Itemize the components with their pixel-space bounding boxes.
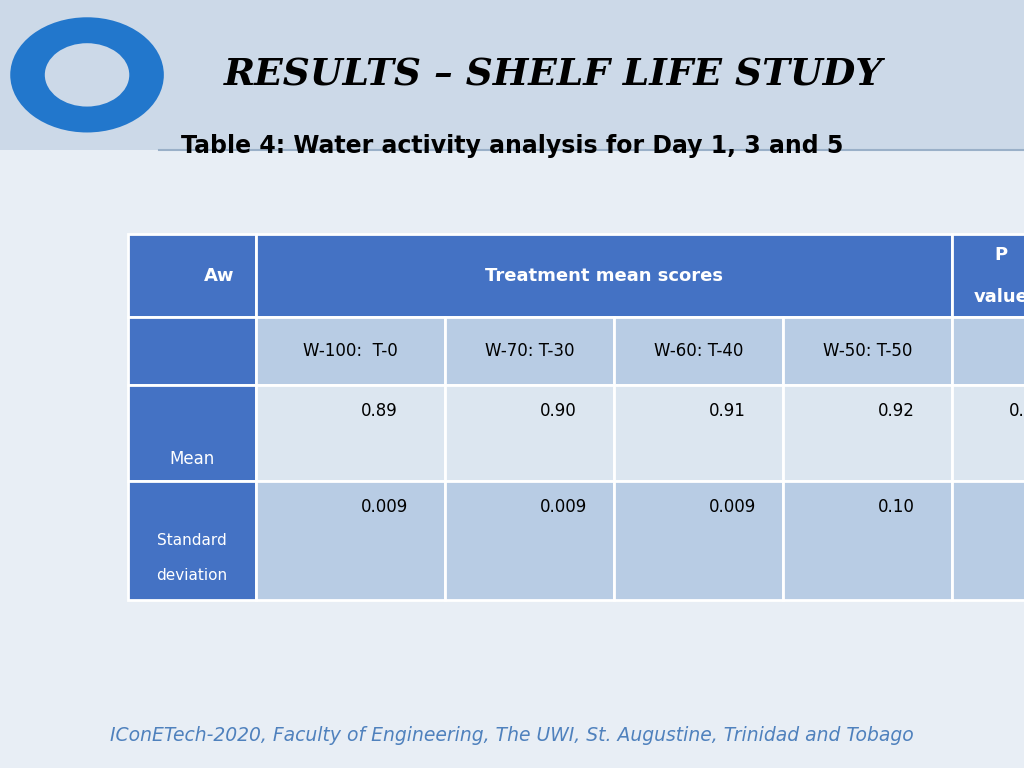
Bar [952, 385, 1024, 481]
Bar [783, 385, 952, 481]
Text: IConETech-2020, Faculty of Engineering, The UWI, St. Augustine, Trinidad and Tob: IConETech-2020, Faculty of Engineering, … [111, 727, 913, 745]
Bar [614, 385, 783, 481]
Text: RESULTS – SHELF LIFE STUDY: RESULTS – SHELF LIFE STUDY [223, 56, 883, 94]
Text: Table 4: Water activity analysis for Day 1, 3 and 5: Table 4: Water activity analysis for Day… [181, 134, 843, 158]
Text: W-60: T-40: W-60: T-40 [654, 342, 743, 360]
Circle shape [45, 43, 129, 107]
Bar [256, 234, 952, 317]
Bar [0, 0, 1024, 150]
Text: 0.90: 0.90 [541, 402, 577, 419]
Bar [128, 481, 256, 600]
Text: W-100:  T-0: W-100: T-0 [303, 342, 398, 360]
Bar [256, 317, 445, 385]
Text: Aw: Aw [205, 266, 234, 285]
Text: 0.10: 0.10 [879, 498, 915, 515]
Bar [614, 481, 783, 600]
Text: 0.009: 0.009 [541, 498, 588, 515]
Bar [0, 150, 1024, 768]
Text: Mean: Mean [169, 451, 215, 468]
Text: 0.009: 0.009 [709, 498, 757, 515]
Circle shape [10, 17, 164, 133]
Text: P

value: P value [974, 246, 1024, 306]
Bar [614, 317, 783, 385]
Bar [256, 385, 445, 481]
Bar [952, 234, 1024, 317]
Bar [128, 234, 256, 317]
Text: 0.92: 0.92 [879, 402, 915, 419]
Text: Standard

deviation: Standard deviation [157, 533, 227, 583]
Bar [128, 385, 256, 481]
Text: 0.000: 0.000 [1010, 402, 1024, 419]
Bar [783, 481, 952, 600]
Text: W-50: T-50: W-50: T-50 [823, 342, 912, 360]
Text: 0.91: 0.91 [709, 402, 746, 419]
Text: 0.009: 0.009 [361, 498, 409, 515]
Bar [445, 317, 614, 385]
Bar [783, 317, 952, 385]
Bar [445, 481, 614, 600]
Text: W-70: T-30: W-70: T-30 [485, 342, 574, 360]
Bar [952, 481, 1024, 600]
Bar [445, 385, 614, 481]
Bar [128, 317, 256, 385]
Bar [952, 317, 1024, 385]
Bar [256, 481, 445, 600]
Text: 0.89: 0.89 [361, 402, 397, 419]
Text: Treatment mean scores: Treatment mean scores [485, 266, 723, 285]
